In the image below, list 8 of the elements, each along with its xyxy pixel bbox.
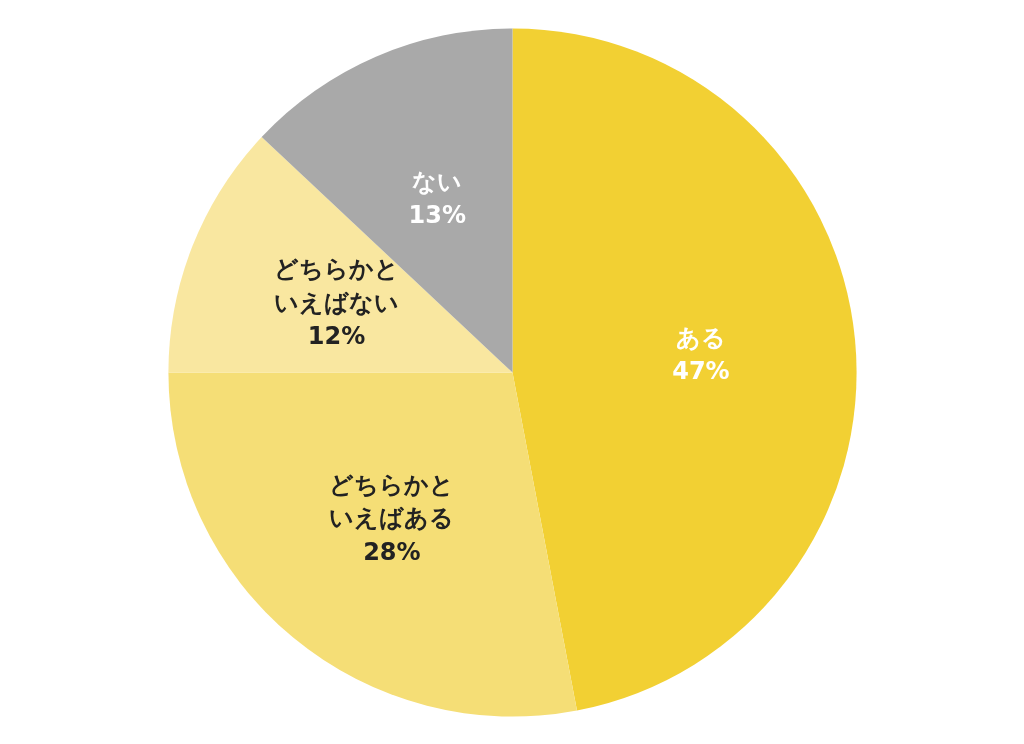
slice-label: どちらかといえばない <box>274 255 400 317</box>
slice-label: どちらかといえばある <box>329 470 455 533</box>
data-label: 13% <box>408 201 467 230</box>
data-label: 12% <box>307 322 366 351</box>
data-label: 28% <box>363 538 421 567</box>
data-label: 47% <box>672 357 730 386</box>
slice-label: ある <box>675 323 726 352</box>
slice-label: ない <box>412 167 463 196</box>
